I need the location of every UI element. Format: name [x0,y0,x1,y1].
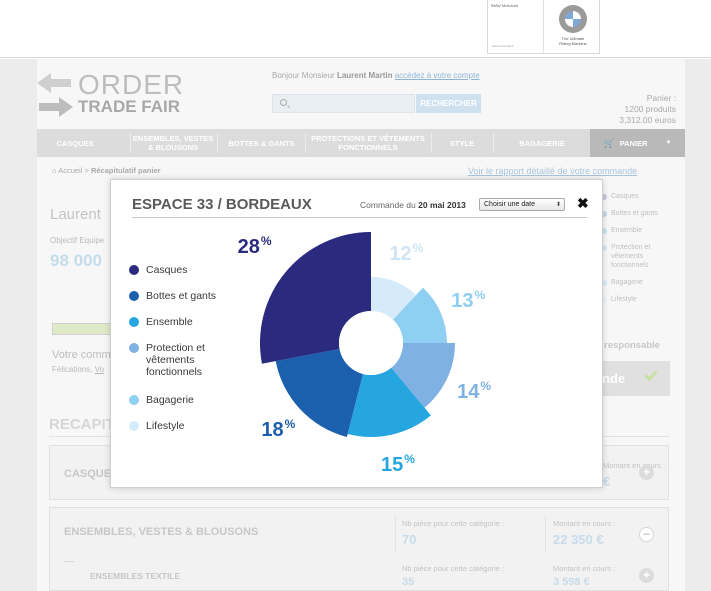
legend-swatch [129,291,139,301]
pie-slice-bottes[interactable] [275,348,364,437]
nav-item-bagagerie[interactable]: BAGAGERIE [519,138,565,148]
pie-label-bottes: 18% [261,417,296,442]
order-date-label: Commande du 20 mai 2013 [360,200,466,210]
home-icon[interactable]: ⌂ [52,166,57,175]
date-select[interactable]: Choisir une date ⬍ [479,198,565,211]
user-name: Laurent Martin [336,71,393,80]
expand-plus-icon[interactable]: + [639,465,654,480]
nav-item-protections[interactable]: PROTECTIONS ET VÊTEMENTS FONCTIONNELS [311,134,425,152]
bmw-card-title: BMW Motorrad [491,3,518,8]
nav-item-ensembles[interactable]: ENSEMBLES, VESTES & BLOUSONS [132,134,214,152]
bg-responsable: responsable [604,340,660,351]
pie-slice-ensemble[interactable] [347,367,431,437]
bg-objective-label: Objectif Equipe [50,236,105,245]
legend-item-protection: Protection et vêtements fonctionnels [129,342,224,394]
cart-icon: 🛒 [603,137,615,148]
nav-item-casques[interactable]: CASQUES [56,138,94,148]
main-nav: CASQUES ENSEMBLES, VESTES & BLOUSONS BOT… [37,129,685,157]
pie-slice-lifestyle[interactable] [371,277,417,320]
expand-plus-icon[interactable]: + [639,568,654,583]
search-icon [280,99,287,106]
breadcrumb: ⌂ Accueil > Récapitulatif panier [52,166,161,175]
bg-user-name: Laurent [50,206,101,223]
bg-commande-button[interactable]: nde [600,361,670,396]
modal-divider [132,217,587,218]
pie-label-casques: 28% [237,234,272,259]
pie-center-hole [339,311,403,375]
detailed-report-link[interactable]: Voir le rapport détaillé de votre comman… [468,166,638,176]
category-pie-chart [260,232,455,437]
bg-category-legend: Casques Bottes et gants Ensemble Protect… [601,192,661,312]
nav-item-style[interactable]: STYLE [449,138,475,148]
sales-breakdown-modal: ESPACE 33 / BORDEAUX Commande du 20 mai … [110,179,603,488]
bmw-tagline: The Ultimate Riding Machine [559,36,587,46]
pie-label-bagagerie: 13% [451,288,486,313]
logo-word-order: ORDER [78,69,185,100]
bmw-logo-icon [559,5,587,33]
bg-objective-value: 98 000 [50,251,102,270]
pie-label-lifestyle: 12% [389,241,424,266]
cart-summary: Panier : 1200 produits 3,312.00 euros [619,93,676,125]
account-link[interactable]: accédez à votre compte [394,71,480,80]
bmw-brand-card[interactable]: BMW Motorrad www.motorrad.fr The Ultimat… [487,0,600,54]
bmw-card-text: BMW Motorrad www.motorrad.fr [488,0,544,54]
legend-item-casques: Casques [129,264,224,290]
nav-item-bottes-gants[interactable]: BOTTES & GANTS [228,138,295,148]
pie-slice-protection[interactable] [391,343,455,408]
logo-arrows-icon [37,73,73,117]
chevron-down-icon: ▼ [665,140,672,146]
pie-slice-casques[interactable] [260,232,371,364]
logo-word-trade-fair: TRADE FAIR [78,97,180,116]
check-icon [644,367,658,382]
modal-title: ESPACE 33 / BORDEAUX [132,196,312,213]
legend-item-ensemble: Ensemble [129,316,224,342]
legend-item-bagagerie: Bagagerie [129,394,224,420]
search-input[interactable] [272,94,415,113]
bg-recap-title: RECAPIT [49,416,115,433]
select-arrows-icon: ⬍ [555,202,561,208]
legend-swatch [129,317,139,327]
greeting: Bonjour Monsieur Laurent Martin accédez … [272,71,480,80]
breadcrumb-home[interactable]: Accueil [58,166,83,175]
top-header: BMW Motorrad www.motorrad.fr The Ultimat… [0,0,711,58]
legend-swatch [129,395,139,405]
cart-total: 3,312.00 euros [619,115,676,125]
collapse-minus-icon[interactable]: − [639,527,654,542]
legend-swatch [129,421,139,431]
pie-slice-bagagerie[interactable] [392,287,447,343]
bg-felicitations: Félications, Vo [52,365,105,374]
breadcrumb-current: Récapitulatif panier [90,166,161,175]
nav-panier-button[interactable]: 🛒 PANIER ▼ [590,129,685,157]
cart-products-count: 1200 produits [624,104,676,114]
legend-item-bottes-gants: Bottes et gants [129,290,224,316]
search-button[interactable]: RECHERCHER [416,94,481,113]
close-icon[interactable]: ✖ [577,195,589,211]
pie-label-ensemble: 15% [381,451,415,476]
pie-label-protection: 14% [457,379,492,404]
chart-legend: Casques Bottes et gants Ensemble Protect… [129,264,224,446]
legend-swatch [129,343,139,353]
bmw-card-url: www.motorrad.fr [492,44,514,48]
legend-swatch [129,265,139,275]
legend-item-lifestyle: Lifestyle [129,420,224,446]
bg-progress-bar [52,323,112,335]
bg-votre-commande: Votre comm [52,349,111,361]
bg-block-ensembles: ENSEMBLES, VESTES & BLOUSONS Nb pièce po… [49,507,669,591]
